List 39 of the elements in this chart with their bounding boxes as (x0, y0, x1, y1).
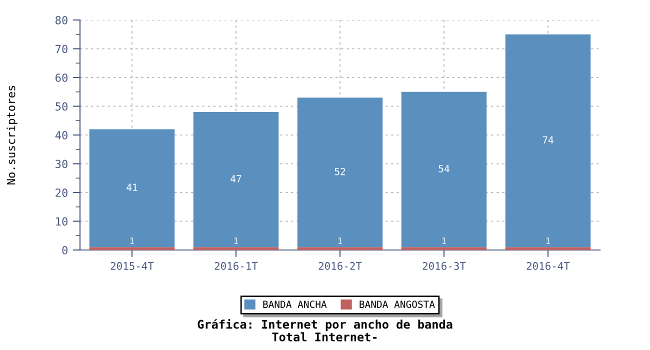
data-label: 52 (334, 168, 346, 176)
bar (193, 112, 279, 248)
text: Total Internet- (272, 332, 377, 342)
bar (505, 34, 591, 248)
y-axis-title: No.suscriptores (6, 86, 18, 184)
x-tick-label: 2016-3T (422, 262, 466, 270)
x-tick-label: 2016-4T (526, 262, 570, 270)
x-tick-label: 2015-4T (110, 262, 154, 270)
y-tick-label: 60 (56, 74, 68, 82)
bar (401, 92, 487, 248)
data-label: 1 (130, 238, 134, 244)
y-tick-label: 40 (55, 131, 68, 140)
bar (193, 247, 279, 250)
x-tick-label: 2016-2T (318, 262, 362, 270)
data-label: 54 (438, 165, 450, 172)
bar (505, 247, 591, 250)
y-tick-label: 20 (56, 188, 68, 197)
text: Gráfica: Internet por ancho de banda (198, 318, 452, 332)
data-label: 1 (234, 238, 238, 244)
data-label: 74 (542, 136, 554, 144)
data-label: 1 (338, 238, 342, 244)
legend-label: BANDA ANGOSTA (360, 300, 435, 308)
data-label: 1 (546, 238, 550, 244)
bar (297, 247, 383, 250)
y-tick-label: 80 (56, 16, 68, 24)
x-tick-label: 2016-1T (214, 262, 258, 270)
legend-label: BANDA ANCHA (263, 300, 327, 308)
bar (297, 98, 383, 248)
data-label: 47 (230, 175, 242, 182)
y-tick-label: 10 (56, 217, 68, 226)
y-tick-label: 50 (56, 102, 68, 111)
bar (401, 247, 487, 250)
y-tick-label: 30 (56, 160, 68, 168)
y-tick-label: 0 (62, 246, 68, 254)
bar (89, 247, 175, 250)
bar (89, 129, 175, 248)
y-tick-label: 70 (56, 44, 68, 54)
data-label: 41 (126, 184, 138, 191)
data-label: 1 (442, 238, 446, 244)
